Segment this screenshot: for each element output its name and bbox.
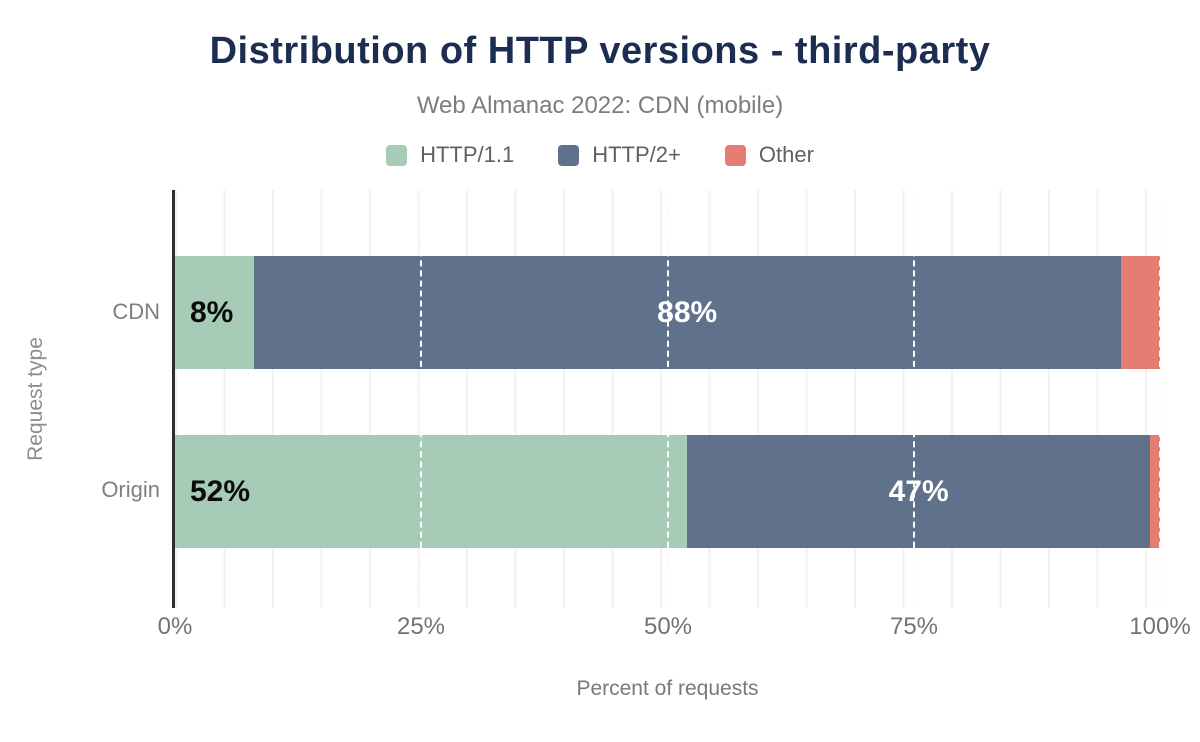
legend-swatch-http11-icon [386,144,408,166]
plot-area: 8% 88% 52% 47% [172,190,1161,608]
bar-segment-origin-http2[interactable]: 47% [687,435,1151,548]
chart-title: Distribution of HTTP versions - third-pa… [209,30,991,72]
bar-value-label: 52% [190,474,251,508]
category-label-origin: Origin [101,477,160,502]
bar-value-label: 47% [888,474,949,508]
bar-row-cdn: 8% 88% [175,256,1160,369]
legend-item-other: Other [724,142,814,168]
bar-segment-origin-other[interactable] [1150,435,1160,548]
x-tick-50: 50% [643,613,693,640]
legend-item-http11: HTTP/1.1 [386,142,514,168]
x-tick-75: 75% [889,613,939,640]
bar-segment-cdn-other[interactable] [1120,256,1160,369]
x-axis-title: Percent of requests [576,677,759,700]
chart-subtitle: Web Almanac 2022: CDN (mobile) [416,92,784,119]
bar-segment-cdn-http2[interactable]: 88% [253,256,1121,369]
category-label-cdn: CDN [112,299,160,324]
bar-value-label: 8% [190,295,234,329]
legend: HTTP/1.1 HTTP/2+ Other [0,142,1200,168]
legend-swatch-http2plus-icon [558,144,580,166]
major-gridline-overlay-50 [666,190,669,608]
bar-value-label: 88% [657,295,718,329]
major-gridline-overlay-100 [1159,190,1161,608]
major-gridline-overlay-25 [420,190,423,608]
legend-label: Other [758,142,814,167]
legend-swatch-other-icon [724,144,746,166]
legend-label: HTTP/2+ [592,142,681,167]
x-tick-100: 100% [1129,613,1191,640]
legend-label: HTTP/1.1 [420,142,515,167]
legend-item-http2plus: HTTP/2+ [558,142,681,168]
bar-segment-origin-http11[interactable]: 52% [175,435,688,548]
bar-row-origin: 52% 47% [175,435,1160,548]
x-tick-0: 0% [157,613,193,640]
bar-segment-cdn-http11[interactable]: 8% [175,256,254,369]
x-tick-25: 25% [396,613,446,640]
major-gridline-overlay-75 [912,190,915,608]
y-axis-title: Request type [24,337,47,461]
y-axis-line [172,190,175,608]
